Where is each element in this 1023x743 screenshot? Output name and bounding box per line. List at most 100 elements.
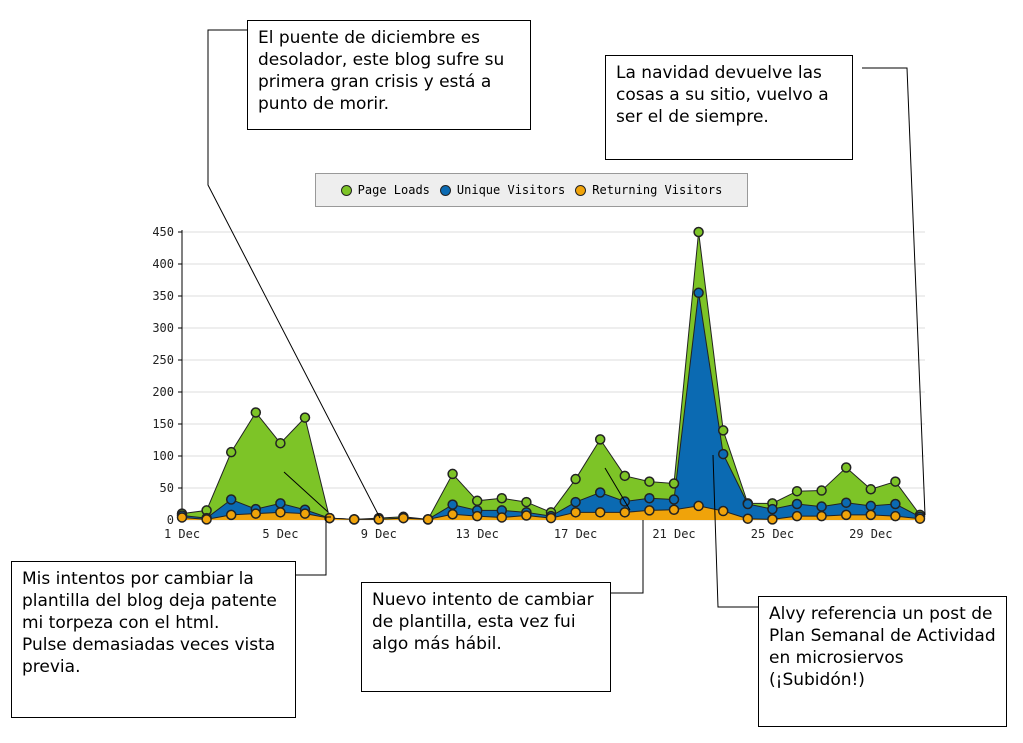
data-point	[791, 498, 803, 510]
legend-item: Unique Visitors	[439, 183, 566, 197]
data-point	[840, 462, 852, 473]
data-point	[447, 508, 458, 520]
leader-line	[604, 467, 631, 511]
data-point	[865, 484, 877, 495]
data-point	[816, 510, 827, 522]
x-tick-label: 13 Dec	[456, 527, 499, 541]
annotation: Mis intentos por cambiar la plantilla de…	[11, 561, 296, 718]
data-point	[299, 508, 311, 519]
leader-line	[207, 29, 381, 519]
leader-line	[296, 516, 331, 576]
y-tick-label: 200	[152, 385, 174, 399]
y-tick-label: 450	[152, 225, 174, 239]
annotation: Alvy referencia un post de Plan Semanal …	[758, 596, 1007, 727]
x-tick-label: 5 Dec	[262, 527, 298, 541]
data-point	[644, 505, 655, 516]
legend-marker	[575, 184, 587, 196]
data-point	[471, 510, 483, 522]
data-point	[717, 505, 729, 517]
series-area	[182, 505, 920, 520]
data-point	[447, 468, 458, 480]
data-point	[693, 226, 704, 238]
annotation: La navidad devuelve las cosas a su sitio…	[605, 55, 853, 160]
leader-line	[712, 454, 758, 608]
data-point	[668, 494, 680, 505]
annotation: El puente de diciembre es desolador, est…	[247, 20, 531, 130]
data-point	[840, 509, 852, 521]
leader-line	[283, 471, 329, 513]
legend-label: Unique Visitors	[456, 183, 566, 197]
data-point	[865, 509, 877, 521]
legend-marker	[340, 184, 352, 196]
data-point	[890, 476, 901, 487]
data-point	[890, 510, 901, 522]
series-area	[182, 232, 920, 520]
data-point	[890, 498, 901, 510]
x-tick-label: 25 Dec	[751, 527, 794, 541]
data-point	[644, 476, 655, 487]
legend-label: Page Loads	[357, 183, 430, 197]
data-point	[275, 437, 286, 449]
data-point	[594, 507, 606, 518]
legend: Page Loads Unique Visitors Returning Vis…	[315, 173, 748, 207]
y-tick-label: 350	[152, 289, 174, 303]
data-point	[644, 492, 655, 504]
data-point	[767, 503, 778, 515]
data-point	[668, 478, 680, 489]
data-point	[570, 507, 581, 518]
data-point	[619, 470, 631, 482]
data-point	[865, 500, 877, 512]
data-point	[324, 512, 335, 524]
y-tick-label: 250	[152, 353, 174, 367]
data-point	[496, 492, 508, 504]
legend-item: Returning Visitors	[575, 183, 722, 197]
data-point	[570, 496, 581, 508]
data-point	[398, 512, 409, 524]
data-point	[717, 425, 729, 436]
data-point	[693, 287, 704, 299]
y-tick-label: 50	[160, 481, 174, 495]
data-point	[840, 497, 852, 508]
data-point	[767, 514, 778, 525]
legend-label: Returning Visitors	[592, 183, 723, 197]
data-point	[791, 510, 803, 522]
data-point	[594, 487, 606, 498]
data-point	[496, 512, 508, 523]
annotation: Nuevo intento de cambiar de plantilla, e…	[361, 582, 611, 692]
x-tick-label: 1 Dec	[164, 527, 200, 541]
data-point	[742, 513, 754, 524]
data-point	[348, 514, 360, 525]
data-point	[594, 434, 606, 445]
y-tick-label: 400	[152, 257, 174, 271]
data-point	[816, 501, 827, 512]
y-tick-label: 300	[152, 321, 174, 335]
y-tick-label: 150	[152, 417, 174, 431]
data-point	[250, 407, 262, 418]
legend-item: Page Loads	[340, 183, 430, 197]
data-point	[201, 514, 212, 525]
data-point	[791, 485, 803, 497]
leader-line	[611, 520, 644, 594]
data-point	[816, 485, 827, 496]
y-tick-label: 100	[152, 449, 174, 463]
data-point	[471, 495, 483, 507]
data-point	[570, 473, 581, 485]
x-tick-label: 21 Dec	[652, 527, 695, 541]
data-point	[521, 510, 532, 521]
data-point	[275, 498, 286, 509]
data-point	[742, 498, 754, 510]
data-point	[422, 514, 434, 525]
data-point	[668, 504, 680, 516]
legend-marker	[439, 184, 451, 196]
y-tick-label: 0	[167, 513, 174, 527]
data-point	[225, 446, 237, 458]
data-point	[299, 412, 311, 423]
data-point	[545, 512, 557, 524]
data-point	[619, 507, 631, 518]
data-point	[914, 513, 926, 524]
data-point	[225, 509, 237, 521]
data-point	[447, 499, 458, 510]
x-tick-label: 9 Dec	[361, 527, 397, 541]
data-point	[693, 500, 704, 512]
